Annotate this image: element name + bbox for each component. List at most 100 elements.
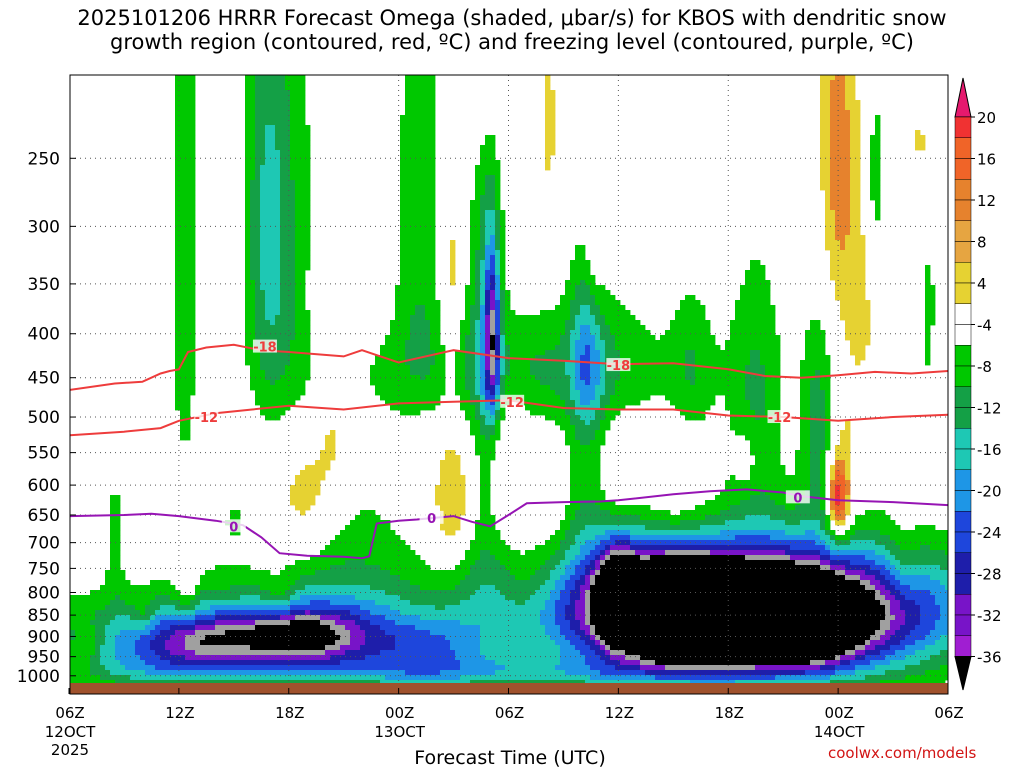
omega-cell — [735, 345, 741, 351]
omega-cell — [475, 375, 481, 381]
omega-cell — [275, 115, 281, 121]
omega-cell — [565, 280, 571, 286]
omega-cell — [430, 150, 436, 156]
omega-cell — [545, 370, 551, 376]
omega-cell — [865, 325, 871, 331]
omega-cell — [665, 390, 671, 396]
omega-cell — [685, 525, 691, 531]
omega-cell — [425, 270, 431, 276]
omega-cell — [845, 170, 851, 176]
omega-cell — [285, 110, 291, 116]
omega-cell — [655, 510, 661, 516]
omega-cell — [510, 345, 516, 351]
omega-cell — [855, 125, 861, 131]
omega-cell — [290, 375, 296, 381]
omega-cell — [250, 200, 256, 206]
omega-cell — [410, 150, 416, 156]
omega-cell — [495, 275, 501, 281]
omega-cell — [285, 100, 291, 106]
omega-cell — [305, 195, 311, 201]
omega-cell — [395, 310, 401, 316]
omega-cell — [880, 510, 886, 516]
omega-cell — [855, 525, 861, 531]
omega-cell — [695, 505, 701, 511]
omega-cell — [405, 225, 411, 231]
omega-cell — [835, 185, 841, 191]
omega-cell — [495, 360, 501, 366]
omega-cell — [805, 425, 811, 431]
omega-cell — [860, 270, 866, 276]
omega-cell — [490, 395, 496, 401]
omega-cell — [790, 480, 796, 486]
omega-cell — [490, 440, 496, 446]
omega-cell — [435, 330, 441, 336]
omega-cell — [455, 375, 461, 381]
omega-cell — [250, 260, 256, 266]
omega-cell — [405, 355, 411, 361]
omega-cell — [770, 500, 776, 506]
omega-cell — [850, 350, 856, 356]
omega-cell — [580, 510, 586, 516]
omega-cell — [415, 220, 421, 226]
omega-cell — [285, 155, 291, 161]
omega-cell — [510, 380, 516, 386]
omega-cell — [245, 325, 251, 331]
omega-cell — [805, 450, 811, 456]
omega-cell — [275, 260, 281, 266]
omega-cell — [300, 155, 306, 161]
omega-cell — [725, 380, 731, 386]
omega-cell — [440, 490, 446, 496]
omega-cell — [275, 385, 281, 391]
omega-cell — [600, 325, 606, 331]
omega-cell — [565, 420, 571, 426]
omega-cell — [400, 365, 406, 371]
omega-cell — [845, 265, 851, 271]
omega-cell — [725, 515, 731, 521]
omega-cell — [825, 140, 831, 146]
omega-cell — [470, 415, 476, 421]
omega-cell — [730, 400, 736, 406]
omega-cell — [840, 295, 846, 301]
omega-cell — [325, 445, 331, 451]
omega-cell — [820, 100, 826, 106]
omega-cell — [470, 305, 476, 311]
omega-cell — [695, 370, 701, 376]
omega-cell — [835, 220, 841, 226]
omega-cell — [745, 330, 751, 336]
omega-cell — [290, 295, 296, 301]
omega-cell — [305, 145, 311, 151]
omega-cell — [300, 175, 306, 181]
omega-cell — [185, 285, 191, 291]
omega-cell — [435, 365, 441, 371]
omega-cell — [760, 320, 766, 326]
omega-cell — [595, 455, 601, 461]
omega-cell — [850, 140, 856, 146]
omega-cell — [305, 480, 311, 486]
omega-cell — [260, 365, 266, 371]
omega-cell — [700, 310, 706, 316]
omega-cell — [275, 315, 281, 321]
omega-cell — [580, 285, 586, 291]
omega-cell — [585, 505, 591, 511]
omega-cell — [395, 305, 401, 311]
omega-cell — [400, 155, 406, 161]
omega-cell — [630, 370, 636, 376]
omega-cell — [545, 95, 551, 101]
omega-cell — [595, 335, 601, 341]
omega-cell — [250, 80, 256, 86]
omega-cell — [685, 395, 691, 401]
omega-cell — [270, 285, 276, 291]
omega-cell — [850, 345, 856, 351]
omega-cell — [805, 395, 811, 401]
omega-cell — [430, 235, 436, 241]
omega-cell — [430, 190, 436, 196]
omega-cell — [835, 290, 841, 296]
omega-cell — [825, 230, 831, 236]
omega-cell — [685, 390, 691, 396]
omega-cell — [410, 145, 416, 151]
omega-cell — [775, 345, 781, 351]
omega-cell — [420, 220, 426, 226]
omega-cell — [590, 315, 596, 321]
omega-cell — [845, 325, 851, 331]
omega-cell — [505, 330, 511, 336]
